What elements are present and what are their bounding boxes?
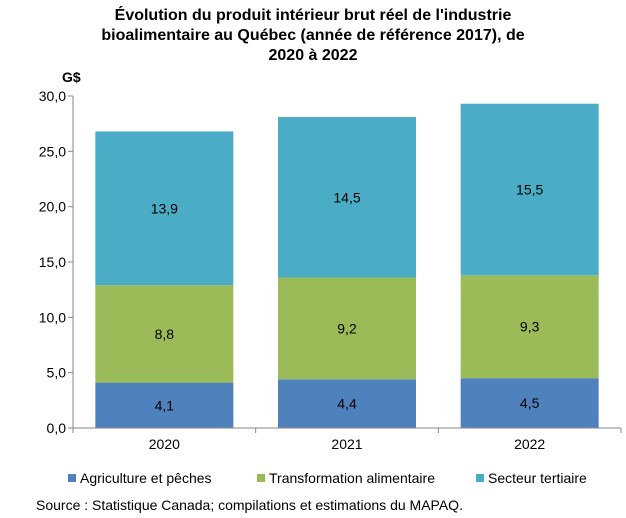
bar-segment <box>278 277 416 380</box>
bar-segment <box>460 103 599 276</box>
legend-item-transformation: Transformation alimentaire <box>257 470 435 486</box>
data-label: 4,4 <box>337 396 357 412</box>
bar-segment <box>95 382 234 428</box>
bar-segment <box>460 275 599 379</box>
legend-swatch <box>68 474 76 482</box>
y-tick-label: 10,0 <box>39 309 66 325</box>
data-label: 8,8 <box>155 326 175 342</box>
bar-segment <box>95 131 234 286</box>
data-label: 4,1 <box>155 397 175 413</box>
y-tick-label: 25,0 <box>39 143 66 159</box>
y-tick-label: 5,0 <box>47 365 67 381</box>
data-label: 4,5 <box>520 395 540 411</box>
legend-label: Transformation alimentaire <box>269 470 435 486</box>
data-label: 13,9 <box>151 200 178 216</box>
data-label: 9,2 <box>337 320 357 336</box>
legend-swatch <box>476 474 484 482</box>
source-note: Source : Statistique Canada; compilation… <box>36 497 463 513</box>
chart-title-line: 2020 à 2022 <box>268 47 358 64</box>
y-tick-label: 30,0 <box>39 88 66 104</box>
data-label: 14,5 <box>333 189 360 205</box>
legend-swatch <box>257 474 265 482</box>
legend-item-tertiaire: Secteur tertiaire <box>476 470 587 486</box>
chart-title: Évolution du produit intérieur brut réel… <box>40 6 586 66</box>
y-tick-label: 15,0 <box>39 254 66 270</box>
legend-item-agriculture: Agriculture et pêches <box>68 470 212 486</box>
chart-title-line: bioalimentaire au Québec (année de référ… <box>101 27 525 44</box>
bar-segment <box>95 285 234 383</box>
y-axis-label: G$ <box>62 69 81 85</box>
y-tick-label: 0,0 <box>47 420 67 436</box>
legend-label: Secteur tertiaire <box>488 470 587 486</box>
stacked-bar-chart: G$ 0,0 5,0 10,0 15,0 20,0 25,0 30,0 4,1 8,8 13,9 20… <box>39 69 622 452</box>
y-tick-label: 20,0 <box>39 199 66 215</box>
x-tick-label: 2021 <box>331 436 362 452</box>
x-tick-label: 2022 <box>514 436 545 452</box>
data-label: 15,5 <box>516 182 543 198</box>
chart-title-line: Évolution du produit intérieur brut réel… <box>114 7 512 24</box>
bar-segment <box>278 379 416 428</box>
data-label: 9,3 <box>520 319 540 335</box>
bar-segment <box>278 117 416 278</box>
legend-label: Agriculture et pêches <box>80 470 212 486</box>
bar-segment <box>460 378 599 428</box>
x-tick-label: 2020 <box>149 436 180 452</box>
